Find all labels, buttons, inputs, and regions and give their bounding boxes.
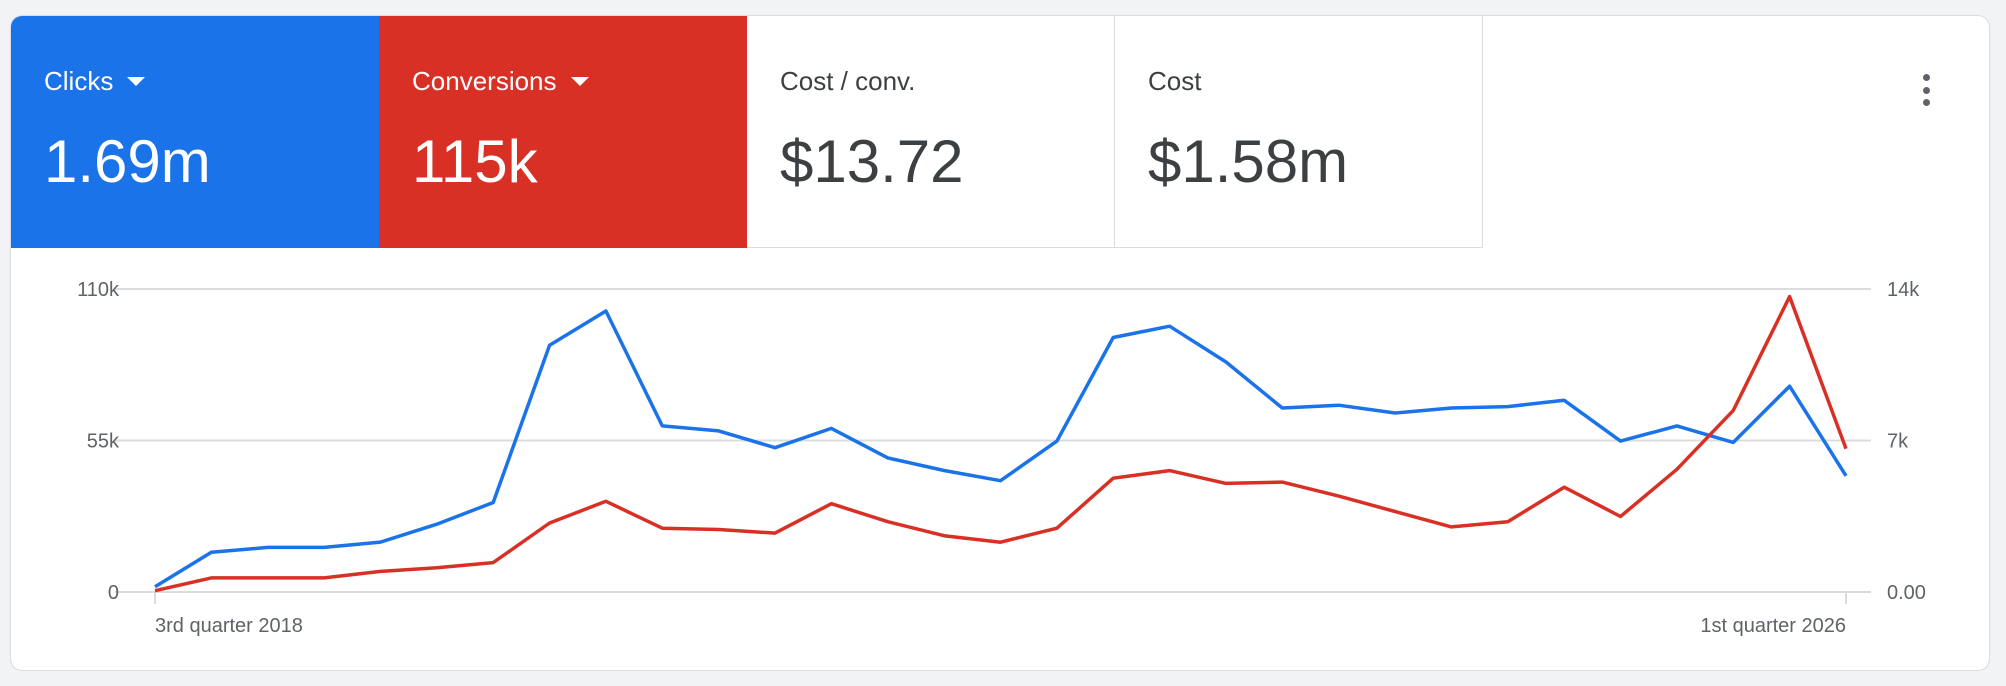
metric-tile-cost[interactable]: Cost $1.58m (1115, 16, 1483, 248)
line-chart: 0 0.00 55k 7k 110k 14k 3rd quarter 2018 1st qua… (77, 279, 1926, 637)
right-axis-tick-label: 0.00 (1887, 582, 1926, 604)
metric-tile-conversions[interactable]: Conversions 115k (379, 16, 747, 248)
metric-value: $13.72 (780, 128, 964, 195)
metric-label: Clicks (44, 66, 114, 96)
metric-value: $1.58m (1148, 128, 1349, 195)
x-axis-start-label: 3rd quarter 2018 (155, 615, 303, 637)
right-axis-tick-label: 14k (1887, 279, 1920, 301)
left-axis-tick-label: 0 (108, 582, 119, 604)
performance-card: Clicks 1.69m Conversions 115k Cost / con… (10, 15, 1990, 671)
metric-value: 1.69m (44, 128, 211, 195)
left-axis-tick-label: 110k (77, 279, 120, 301)
metric-value: 115k (412, 128, 538, 195)
more-vert-icon[interactable] (1911, 68, 1941, 112)
series-line-clicks (154, 309, 1848, 589)
metric-label: Cost (1148, 66, 1202, 96)
metric-label: Cost / conv. (780, 66, 916, 96)
left-axis-tick-label: 55k (87, 431, 120, 453)
right-axis-tick-label: 7k (1887, 431, 1909, 453)
x-axis-end-label: 1st quarter 2026 (1700, 615, 1846, 637)
series-line-conversions (154, 294, 1848, 593)
metric-tiles: Clicks 1.69m Conversions 115k Cost / con… (11, 16, 1483, 248)
caret-down-icon[interactable] (127, 77, 146, 86)
metric-label: Conversions (412, 66, 557, 96)
metric-tile-clicks[interactable]: Clicks 1.69m (11, 16, 379, 248)
caret-down-icon[interactable] (570, 77, 589, 86)
metric-tile-cost-per-conv[interactable]: Cost / conv. $13.72 (747, 16, 1115, 248)
